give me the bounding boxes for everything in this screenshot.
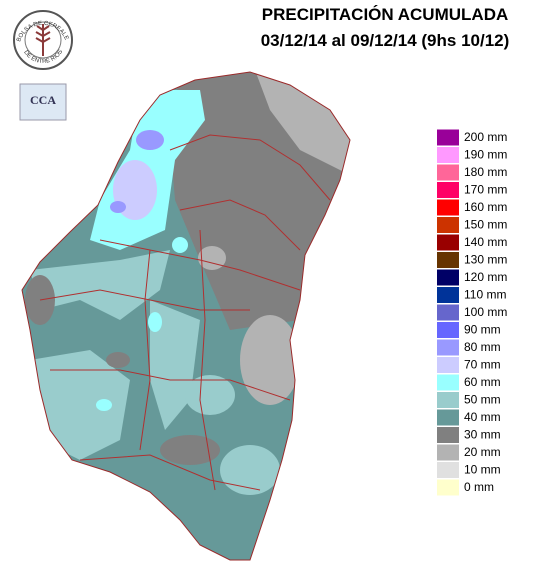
legend-swatch — [437, 129, 459, 146]
legend-label: 0 mm — [464, 480, 494, 494]
legend-label: 10 mm — [464, 463, 501, 477]
legend-label: 30 mm — [464, 428, 501, 442]
legend-label: 180 mm — [464, 165, 507, 179]
legend-swatch — [437, 392, 459, 408]
legend-label: 190 mm — [464, 148, 507, 162]
legend-swatch — [437, 322, 459, 338]
title: PRECIPITACIÓN ACUMULADA — [262, 5, 509, 24]
legend-label: 120 mm — [464, 270, 507, 284]
legend-label: 110 mm — [464, 288, 506, 302]
legend-label: 200 mm — [464, 130, 507, 144]
legend-swatch — [437, 252, 459, 268]
legend-label: 170 mm — [464, 183, 507, 197]
legend-swatch — [437, 409, 459, 426]
legend-label: 70 mm — [464, 358, 501, 372]
legend-swatch — [437, 147, 459, 163]
legend-label: 130 mm — [464, 253, 507, 267]
legend-swatch — [437, 164, 459, 181]
subtitle: 03/12/14 al 09/12/14 (9hs 10/12) — [261, 31, 510, 50]
legend-label: 40 mm — [464, 410, 501, 424]
legend-label: 90 mm — [464, 323, 501, 337]
legend-swatch — [437, 374, 459, 391]
legend-swatch — [437, 339, 459, 356]
legend-swatch — [437, 182, 459, 198]
legend-label: 140 mm — [464, 235, 507, 249]
legend-swatch — [437, 234, 459, 251]
legend-swatch — [437, 444, 459, 461]
legend-swatch — [437, 304, 459, 321]
legend-swatch — [437, 427, 459, 443]
legend-label: 160 mm — [464, 200, 507, 214]
legend-swatch — [437, 462, 459, 478]
badge-text: CCA — [30, 93, 56, 107]
legend-label: 60 mm — [464, 375, 501, 389]
legend-label: 150 mm — [464, 218, 507, 232]
map — [22, 72, 350, 560]
logo: BOLSA DE CEREALES DE ENTRE RIOS — [0, 0, 73, 70]
cca-badge: CCA — [19, 83, 67, 121]
legend-label: 50 mm — [464, 393, 501, 407]
legend: 200 mm 190 mm 180 mm 170 mm 160 mm 150 mm 140 … — [437, 129, 507, 496]
legend-label: 100 mm — [464, 305, 507, 319]
legend-swatch — [437, 287, 459, 303]
legend-label: 80 mm — [464, 340, 501, 354]
legend-label: 20 mm — [464, 445, 501, 459]
legend-swatch — [437, 269, 459, 286]
legend-swatch — [437, 357, 459, 373]
legend-swatch — [437, 217, 459, 233]
legend-swatch — [437, 479, 459, 496]
legend-swatch — [437, 199, 459, 216]
